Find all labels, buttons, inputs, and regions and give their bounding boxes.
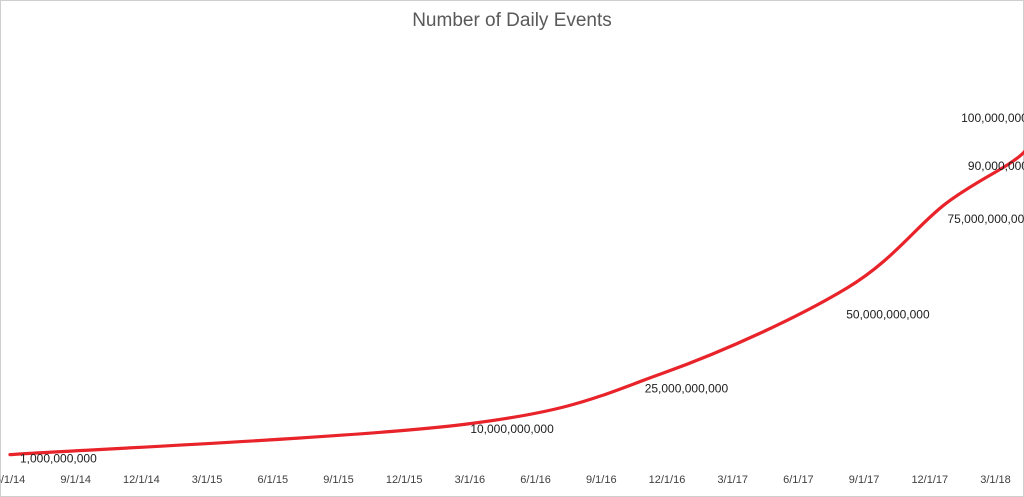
series-line	[8, 149, 1024, 457]
data-label: 25,000,000,000	[645, 381, 729, 395]
x-tick-label: 12/1/15	[386, 474, 423, 486]
x-tick-label: 6/1/16	[520, 474, 551, 486]
x-tick-label: 3/1/16	[455, 474, 486, 486]
data-label: 1,000,000,000	[20, 452, 97, 466]
x-tick-label: 12/1/17	[911, 474, 948, 486]
x-tick-label: 9/1/14	[60, 474, 91, 486]
x-tick-label: 6/1/14	[0, 474, 25, 486]
data-labels: 1,000,000,000 10,000,000,000 25,000,000,00…	[20, 111, 1024, 466]
x-tick-label: 12/1/14	[123, 474, 160, 486]
data-label: 50,000,000,000	[846, 308, 930, 322]
x-tick-label: 6/1/15	[258, 474, 289, 486]
x-tick-label: 3/1/18	[980, 474, 1011, 486]
data-label: 75,000,000,000	[948, 212, 1024, 226]
data-label: 90,000,000,000	[968, 159, 1024, 173]
x-tick-label: 3/1/17	[717, 474, 748, 486]
data-label: 100,000,000,000	[961, 111, 1024, 125]
x-tick-label: 3/1/15	[192, 474, 223, 486]
x-tick-label: 9/1/17	[849, 474, 880, 486]
x-tick-label: 9/1/16	[586, 474, 617, 486]
chart-title: Number of Daily Events	[412, 10, 612, 31]
data-label: 10,000,000,000	[470, 422, 554, 436]
x-tick-label: 9/1/15	[323, 474, 354, 486]
x-axis-ticks: 6/1/14 9/1/14 12/1/14 3/1/15 6/1/15 9/1/15 12/…	[0, 474, 1011, 486]
x-tick-label: 12/1/16	[649, 474, 686, 486]
x-tick-label: 6/1/17	[783, 474, 814, 486]
